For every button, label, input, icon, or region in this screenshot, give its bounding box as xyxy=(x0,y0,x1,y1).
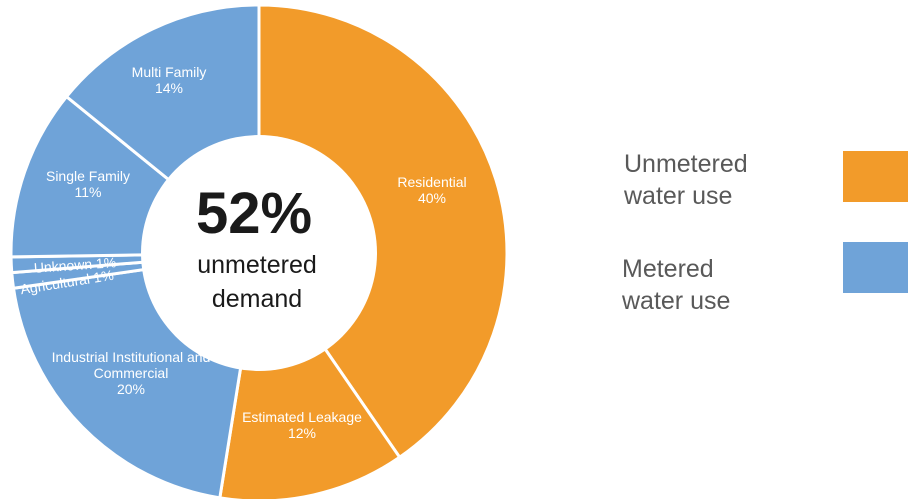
legend-label-line: water use xyxy=(623,182,732,210)
slice-label: Single Family 11% xyxy=(46,168,130,200)
donut-hole xyxy=(141,135,377,371)
legend-label-unmetered: Unmetered water use xyxy=(623,150,748,210)
legend: Unmetered water use Metered water use xyxy=(621,150,908,315)
legend-label-metered: Metered water use xyxy=(621,255,730,315)
center-label-line-2: demand xyxy=(212,285,302,313)
legend-label-line: water use xyxy=(621,287,730,315)
legend-label-line: Unmetered xyxy=(624,150,748,178)
legend-label-line: Metered xyxy=(622,255,714,283)
slice-label: Multi Family 14% xyxy=(132,64,207,96)
slice-residential xyxy=(257,3,509,460)
slice-name: Multi Family xyxy=(132,64,207,80)
legend-swatch-metered xyxy=(843,242,908,293)
slice-percent: 20% xyxy=(117,381,145,397)
slice-name: Commercial xyxy=(94,365,169,381)
slice-name: Industrial Institutional and xyxy=(52,349,211,365)
slice-label: Industrial Institutional and Commercial 20… xyxy=(52,349,211,397)
slice-label: Estimated Leakage 12% xyxy=(242,409,362,441)
slice-percent: 40% xyxy=(418,190,446,206)
slice-name: Unknown 1% xyxy=(33,254,116,276)
slice-label: Residential 40% xyxy=(397,174,466,206)
center-percent: 52% xyxy=(196,181,312,246)
center-label-line-1: unmetered xyxy=(197,251,317,279)
slice-percent: 12% xyxy=(288,425,316,441)
slice-name: Residential xyxy=(397,174,466,190)
slice-percent: 11% xyxy=(75,184,102,200)
slice-label: Unknown 1% xyxy=(33,254,116,276)
slice-name: Single Family xyxy=(46,168,130,184)
slice-percent: 14% xyxy=(155,80,183,96)
donut-center: 52% unmetered demand xyxy=(141,135,377,371)
slice-name: Estimated Leakage xyxy=(242,409,362,425)
legend-swatch-unmetered xyxy=(843,151,908,202)
